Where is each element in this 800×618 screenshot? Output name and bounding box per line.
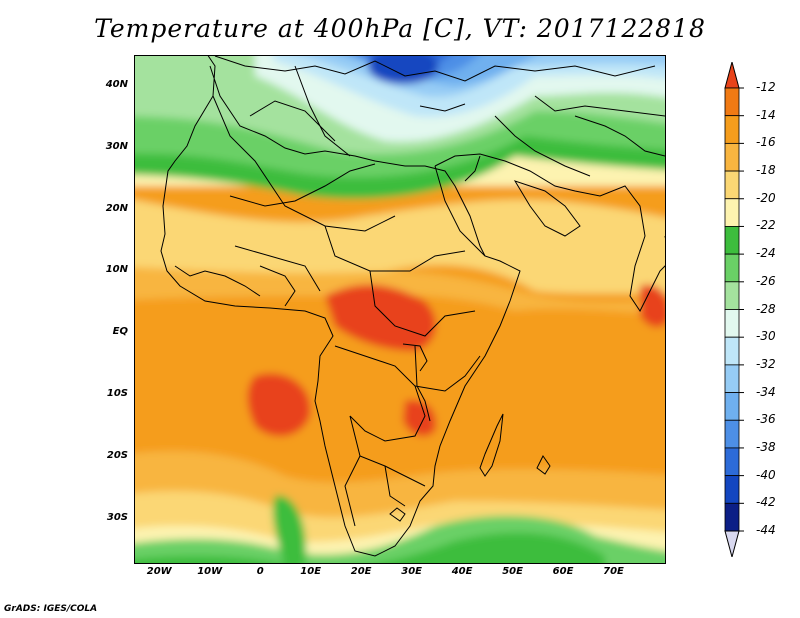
colorbar-label: -18	[756, 163, 776, 178]
colorbar-segment	[724, 336, 740, 366]
lon-tick-label: 10E	[300, 566, 322, 577]
temperature-field	[135, 56, 665, 563]
colorbar-label: -14	[756, 107, 776, 122]
colorbar-segment	[724, 281, 740, 310]
lon-tick-label: 50E	[502, 566, 523, 577]
map-title: Temperature at 400hPa [C], VT: 201712281…	[94, 14, 706, 43]
colorbar-label: -26	[756, 273, 776, 288]
colorbar-label: -34	[756, 384, 776, 399]
colorbar-segment	[724, 309, 740, 338]
colorbar-label: -24	[756, 246, 776, 261]
colorbar-segment	[724, 364, 740, 393]
lon-tick-label: 20W	[146, 566, 172, 577]
lon-tick-label: 30E	[401, 566, 422, 577]
lon-tick-label: 20E	[350, 566, 372, 577]
colorbar-label: -44	[756, 523, 776, 537]
lat-tick-label: 10S	[106, 388, 128, 400]
temperature-map	[134, 55, 666, 564]
lon-tick-label: 40E	[451, 566, 473, 577]
colorbar-segment	[724, 115, 740, 144]
colorbar-label: -16	[756, 135, 776, 150]
colorbar-label: -12	[756, 80, 776, 94]
colorbar-label: -22	[756, 218, 776, 233]
colorbar-label: -30	[756, 329, 776, 344]
lat-tick-label: 40N	[105, 78, 128, 90]
colorbar-bottom-arrow	[724, 530, 740, 559]
lon-tick-label: 70E	[603, 566, 624, 577]
colorbar-segment	[724, 447, 740, 477]
lat-tick-label: 30N	[105, 140, 128, 152]
coastlines	[160, 56, 665, 557]
colorbar-segment	[724, 502, 740, 532]
colorbar-top-arrow	[724, 60, 740, 89]
colorbar-segment	[724, 87, 740, 117]
credit-text: GrADS: IGES/COLA	[4, 604, 98, 614]
colorbar-segment	[724, 170, 740, 200]
colorbar-label: -42	[756, 495, 776, 510]
lon-tick-label: 10W	[197, 566, 223, 577]
colorbar-label: -32	[756, 356, 776, 371]
colorbar	[724, 60, 800, 559]
colorbar-segment	[724, 253, 740, 283]
colorbar-label: -40	[756, 467, 776, 482]
colorbar-segment	[724, 226, 740, 255]
colorbar-segment	[724, 142, 740, 172]
colorbar-label: -36	[756, 412, 776, 427]
colorbar-segment	[724, 198, 740, 227]
colorbar-segment	[724, 392, 740, 421]
colorbar-segment	[724, 475, 740, 504]
lon-tick-label: 60E	[552, 566, 574, 577]
colorbar-label: -38	[756, 439, 776, 454]
colorbar-label: -28	[756, 301, 776, 316]
colorbar-label: -20	[756, 190, 776, 205]
lat-tick-label: 30S	[106, 511, 128, 523]
lat-tick-label: EQ	[112, 326, 128, 338]
lat-tick-label: 20N	[105, 202, 128, 214]
lat-tick-label: 10N	[105, 264, 128, 276]
colorbar-segment	[724, 419, 740, 449]
lon-tick-label: 0	[256, 566, 264, 577]
lat-tick-label: 20S	[106, 449, 128, 461]
